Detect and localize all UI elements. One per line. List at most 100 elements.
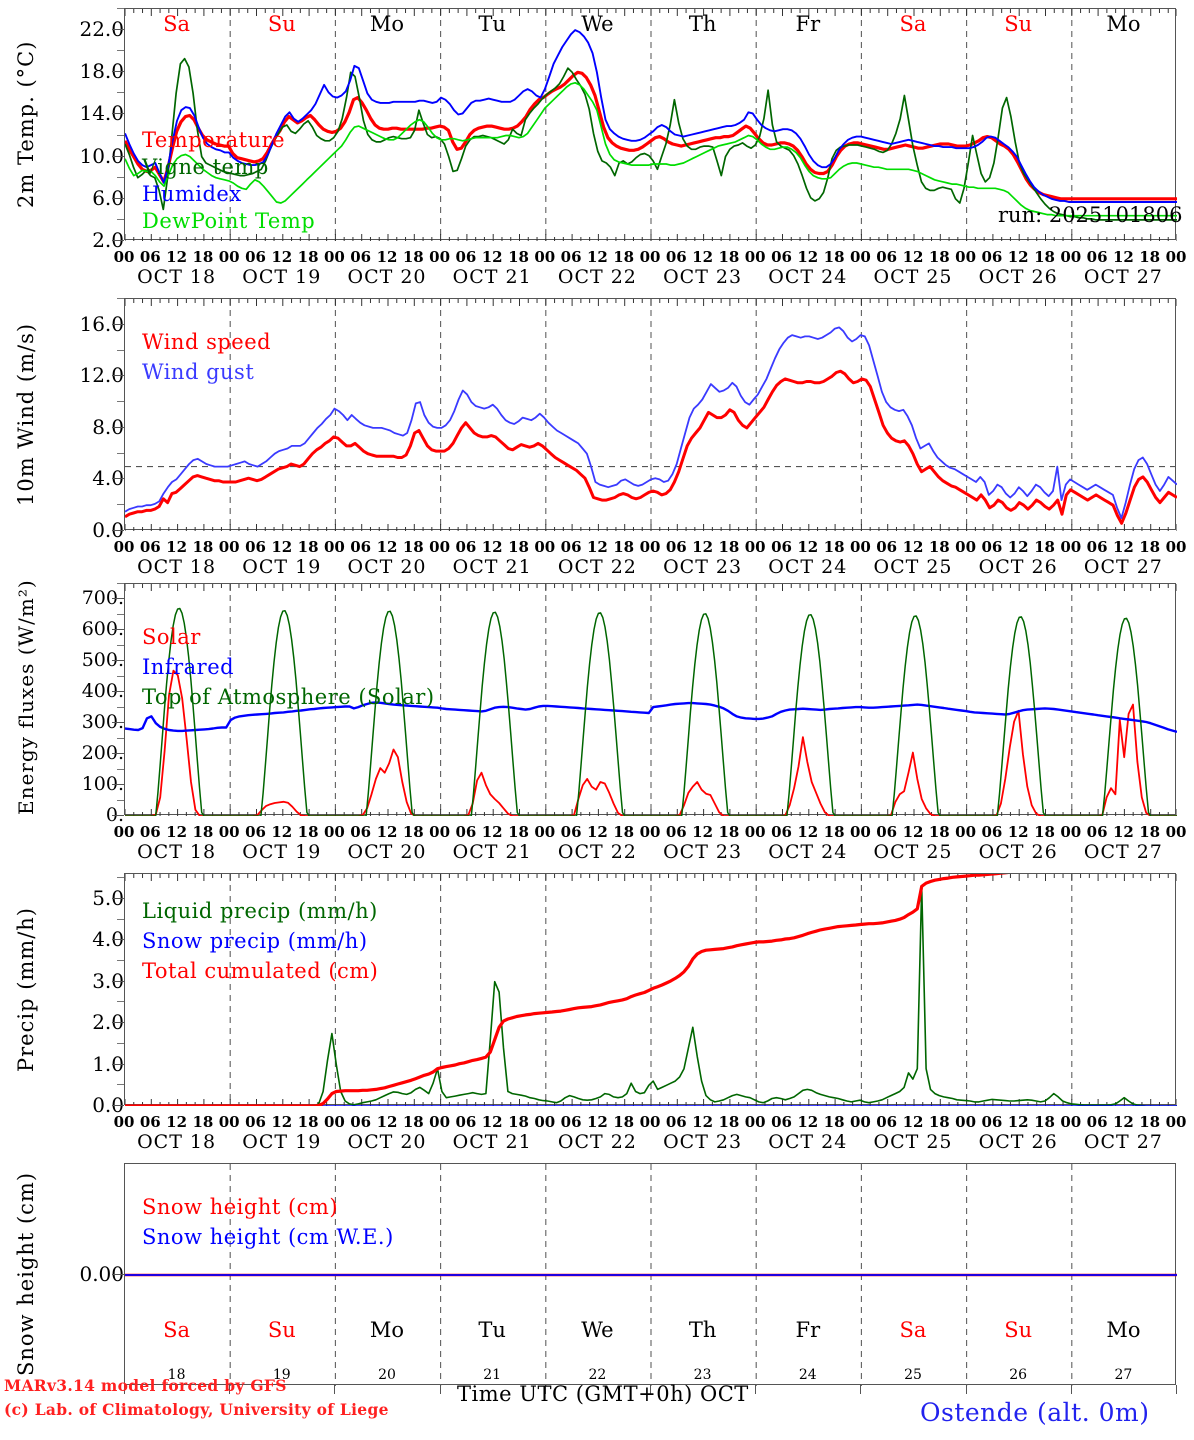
x-hour-tick: 12 xyxy=(166,538,188,556)
legend-item-vigne-temp: Vigne temp xyxy=(142,155,269,179)
legend-item-top-of-atmosphere-solar: Top of Atmosphere (Solar) xyxy=(142,685,435,709)
x-hour-tick: 06 xyxy=(455,1113,477,1131)
x-hour-tick: 00 xyxy=(639,823,661,841)
x-hour-tick: 12 xyxy=(797,538,819,556)
x-hour-tick: 06 xyxy=(245,248,266,266)
x-hour-tick: 12 xyxy=(481,248,503,266)
y-minor-tick xyxy=(117,50,124,51)
x-hour-tick: 00 xyxy=(744,823,766,841)
day-of-week-label: Su xyxy=(1004,1318,1033,1342)
y-axis-label-energy_fluxes: Energy fluxes (W/m²) xyxy=(14,579,38,815)
x-hour-tick: 06 xyxy=(139,1113,161,1131)
x-hour-tick: 00 xyxy=(1060,538,1082,556)
x-day-label: OCT 18 xyxy=(137,556,217,578)
x-day-label: OCT 27 xyxy=(1083,1131,1163,1153)
y-tick-mark xyxy=(112,691,124,692)
x-hour-tick: 06 xyxy=(665,248,687,266)
x-day-number: 23 xyxy=(693,1367,712,1383)
x-hour-tick: 12 xyxy=(271,248,293,266)
legend-item-solar: Solar xyxy=(142,625,201,649)
y-tick-label: 200. xyxy=(81,742,124,765)
x-hour-tick: 18 xyxy=(1034,823,1055,841)
x-day-label: OCT 26 xyxy=(978,266,1058,288)
x-hour-tick: 00 xyxy=(218,823,240,841)
x-hour-tick: 12 xyxy=(271,823,293,841)
x-day-label: OCT 23 xyxy=(663,266,743,288)
x-day-number: 18 xyxy=(167,1367,186,1383)
x-day-label: OCT 22 xyxy=(557,556,637,578)
x-hour-tick: 06 xyxy=(139,823,161,841)
y-tick-mark xyxy=(112,156,124,157)
y-tick-mark xyxy=(112,375,124,376)
plot-energy_fluxes xyxy=(124,583,1177,816)
station-label: Ostende (alt. 0m) xyxy=(920,1398,1150,1427)
x-hour-tick: 18 xyxy=(613,248,635,266)
x-day-label: OCT 23 xyxy=(663,1131,743,1153)
x-day-label: OCT 22 xyxy=(557,266,637,288)
x-hour-tick: 06 xyxy=(455,823,477,841)
legend-item-liquid-precip-mm-h: Liquid precip (mm/h) xyxy=(142,899,378,923)
x-hour-tick: 06 xyxy=(139,248,161,266)
day-of-week-label: We xyxy=(581,12,614,36)
day-of-week-label: Fr xyxy=(795,1318,821,1342)
y-tick-label: 400. xyxy=(81,680,124,703)
x-axis-tick xyxy=(229,1385,231,1394)
x-day-label: OCT 20 xyxy=(347,1131,427,1153)
legend-item-humidex: Humidex xyxy=(142,182,242,206)
x-hour-tick: 12 xyxy=(692,823,714,841)
day-of-week-label: Tu xyxy=(478,1318,506,1342)
day-of-week-label: Sa xyxy=(163,1318,191,1342)
y-tick-mark xyxy=(112,1022,124,1023)
x-hour-tick: 12 xyxy=(797,248,819,266)
y-axis-label-snow_height: Snow height (cm) xyxy=(14,1172,38,1377)
x-hour-tick: 00 xyxy=(429,538,451,556)
y-tick-label: 1.0 xyxy=(92,1051,124,1076)
x-hour-tick: 06 xyxy=(560,248,582,266)
y-tick-mark xyxy=(112,1105,124,1106)
y-tick-label: 100. xyxy=(81,773,124,796)
x-hour-tick: 12 xyxy=(586,823,608,841)
x-hour-tick: 18 xyxy=(718,1113,740,1131)
x-hour-tick: 06 xyxy=(560,1113,582,1131)
day-of-week-label: Su xyxy=(1004,12,1033,36)
y-minor-tick xyxy=(117,769,124,770)
y-axis-label-temperature: 2m Temp. (°C) xyxy=(14,40,38,208)
y-minor-tick xyxy=(117,919,124,920)
x-hour-tick: 00 xyxy=(323,1113,345,1131)
x-hour-tick: 06 xyxy=(876,1113,898,1131)
plot-wind xyxy=(124,298,1177,531)
y-tick-mark xyxy=(112,660,124,661)
day-of-week-label: Sa xyxy=(163,12,191,36)
y-tick-mark xyxy=(112,598,124,599)
x-day-label: OCT 22 xyxy=(557,841,637,863)
x-axis-tick xyxy=(650,1385,651,1394)
x-day-label: OCT 18 xyxy=(137,841,217,863)
x-day-label: OCT 24 xyxy=(768,556,848,578)
x-hour-tick: 12 xyxy=(692,538,714,556)
y-tick-mark xyxy=(112,71,124,72)
x-hour-tick: 06 xyxy=(771,538,792,556)
x-hour-tick: 12 xyxy=(376,248,398,266)
y-axis-label-wind: 10m Wind (m/s) xyxy=(14,322,38,506)
legend-item-infrared: Infrared xyxy=(142,655,235,679)
x-hour-tick: 06 xyxy=(350,248,372,266)
y-minor-tick xyxy=(117,738,124,739)
x-day-label: OCT 25 xyxy=(873,266,953,288)
x-hour-tick: 18 xyxy=(1034,248,1055,266)
y-minor-tick xyxy=(117,504,124,505)
x-hour-tick: 18 xyxy=(297,823,319,841)
x-hour-tick: 00 xyxy=(849,248,871,266)
day-of-week-label: Th xyxy=(688,1318,717,1342)
x-hour-tick: 00 xyxy=(113,248,135,266)
x-hour-tick: 00 xyxy=(429,248,451,266)
y-tick-label: 700. xyxy=(81,587,124,610)
x-day-label: OCT 20 xyxy=(347,556,427,578)
y-minor-tick xyxy=(117,877,124,878)
x-hour-tick: 18 xyxy=(928,823,950,841)
legend-item-snow-height-cm-w-e: Snow height (cm W.E.) xyxy=(142,1225,394,1249)
x-day-label: OCT 24 xyxy=(768,841,848,863)
day-of-week-label: Tu xyxy=(478,12,506,36)
y-minor-tick xyxy=(117,177,124,178)
y-tick-label: 3.0 xyxy=(92,968,124,993)
x-day-label: OCT 20 xyxy=(347,841,427,863)
